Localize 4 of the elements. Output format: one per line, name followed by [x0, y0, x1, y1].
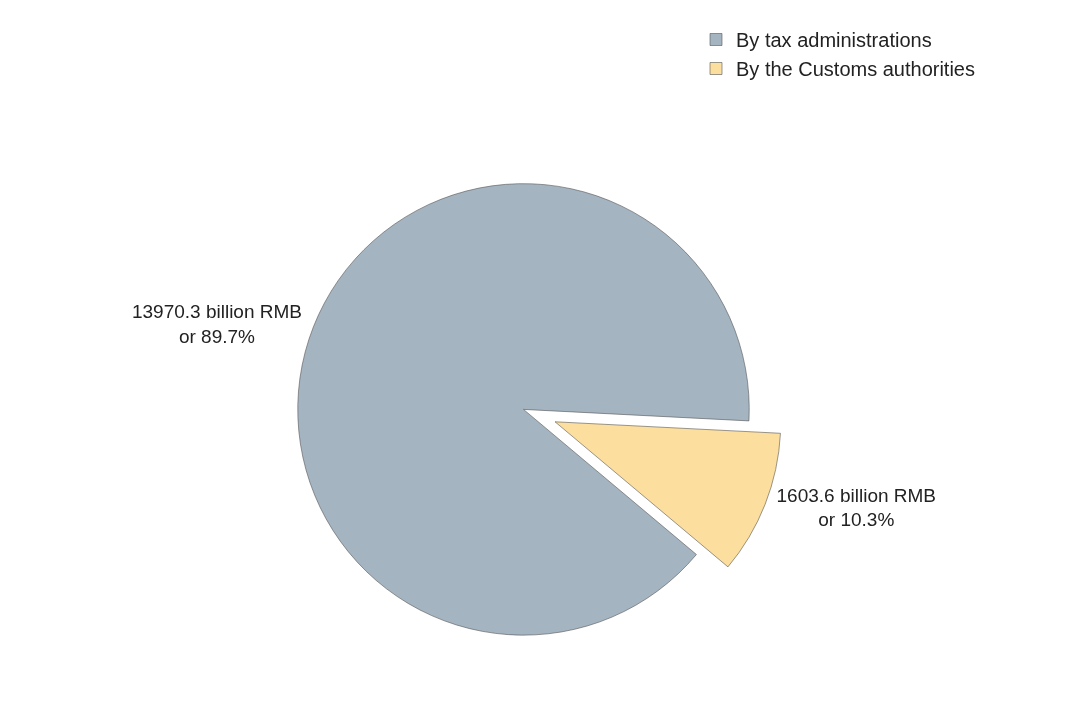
legend-label: By the Customs authorities — [736, 58, 975, 81]
data-label: 1603.6 billion RMB or 10.3% — [776, 484, 937, 531]
data-label: 13970.3 billion RMB or 89.7% — [131, 300, 302, 347]
legend-label: By tax administrations — [736, 29, 932, 52]
